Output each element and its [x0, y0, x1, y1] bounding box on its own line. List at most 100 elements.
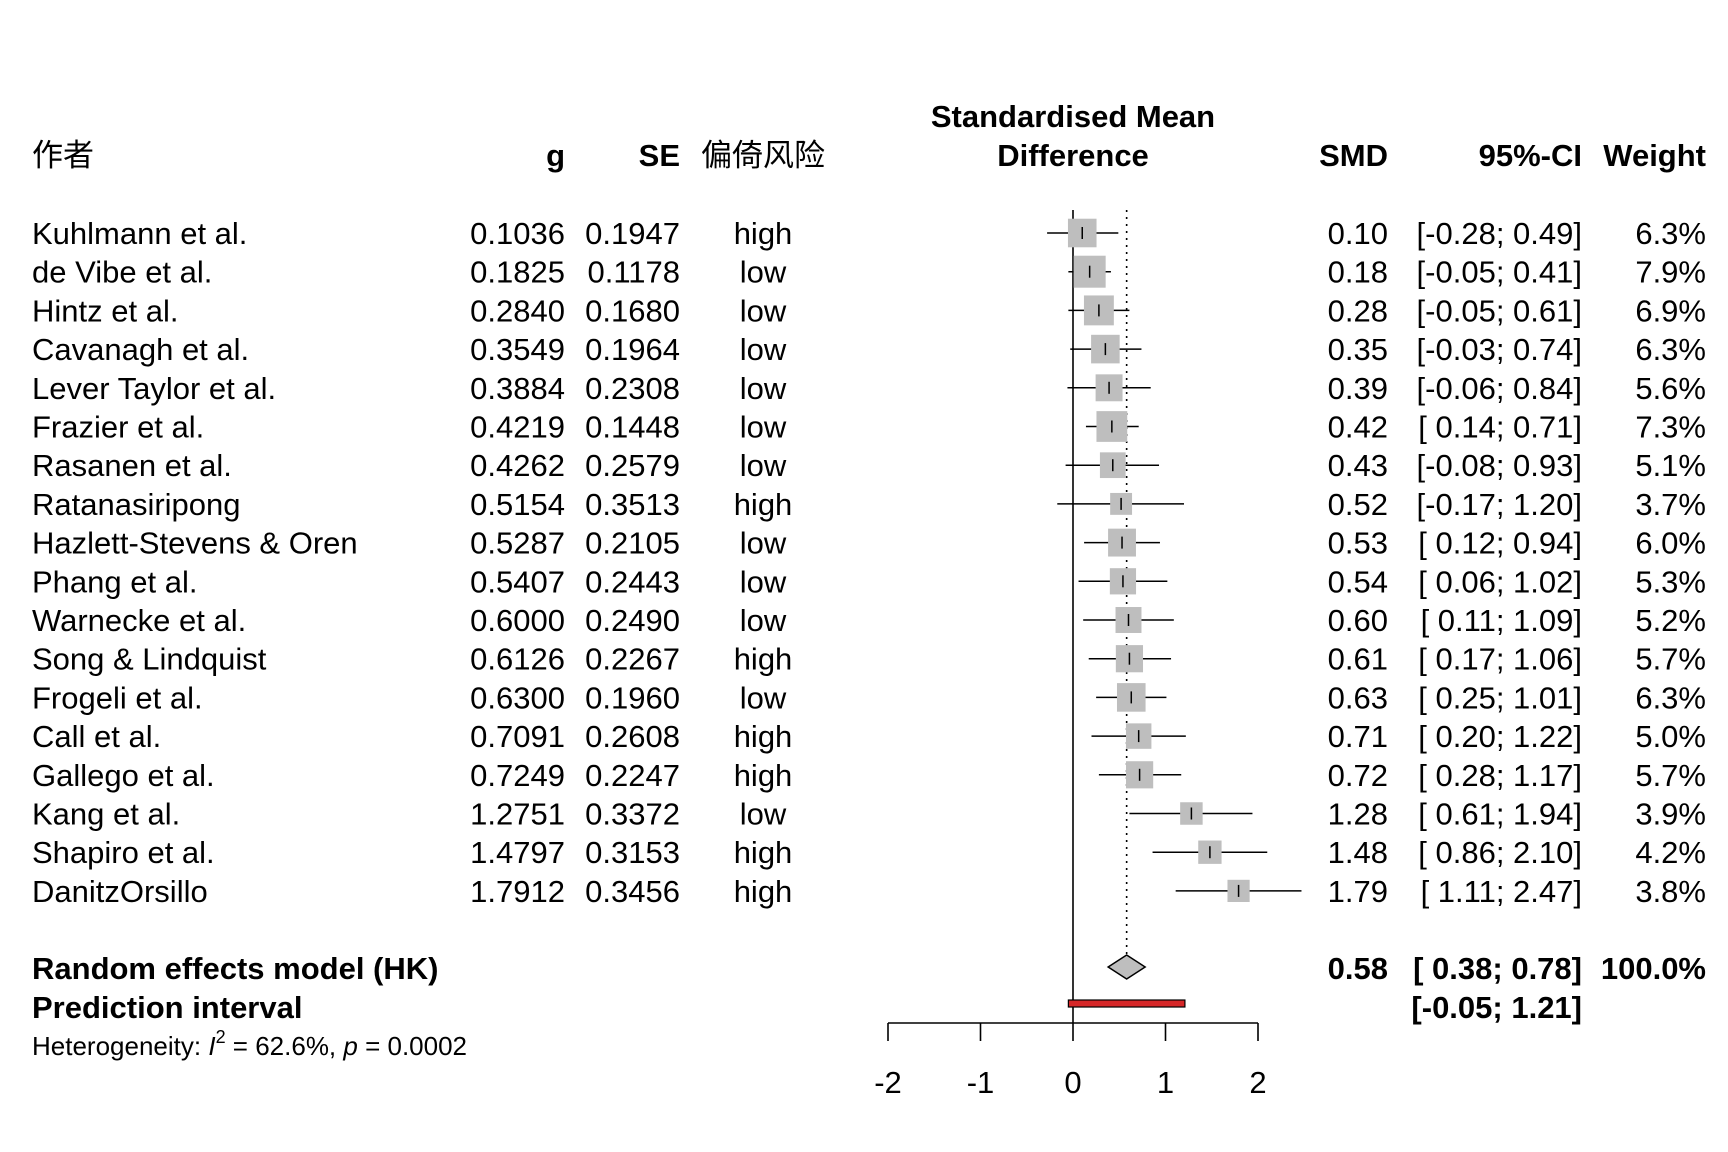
study-risk-of-bias: low: [740, 255, 787, 290]
study-risk-of-bias: low: [740, 680, 787, 715]
study-author: Lever Taylor et al.: [32, 371, 276, 406]
study-risk-of-bias: high: [734, 758, 793, 793]
study-author: Ratanasiripong: [32, 487, 241, 522]
study-risk-of-bias: low: [740, 526, 787, 561]
x-axis-tick-label: 2: [1249, 1065, 1266, 1100]
study-risk-of-bias: low: [740, 797, 787, 832]
prediction-interval-bar: [1067, 999, 1186, 1008]
study-g: 0.7091: [470, 719, 565, 754]
study-g: 0.1036: [470, 216, 565, 251]
study-ci: [-0.06; 0.84]: [1417, 371, 1582, 406]
random-effects-weight: 100.0%: [1601, 951, 1706, 986]
study-ci: [-0.05; 0.41]: [1417, 255, 1582, 290]
summary-rows: Random effects model (HK) 0.58 [ 0.38; 0…: [32, 951, 1706, 1061]
heterogeneity-i-symbol: I: [208, 1031, 215, 1061]
study-smd: 0.10: [1328, 216, 1388, 251]
header-ci: 95%-CI: [1479, 138, 1582, 173]
study-se: 0.2579: [585, 448, 680, 483]
study-se: 0.3456: [585, 874, 680, 909]
study-ci: [-0.05; 0.61]: [1417, 293, 1582, 328]
study-author: Hazlett-Stevens & Oren: [32, 526, 358, 561]
study-ci: [-0.08; 0.93]: [1417, 448, 1582, 483]
heterogeneity-i-superscript: 2: [216, 1027, 226, 1047]
random-effects-smd: 0.58: [1328, 951, 1388, 986]
study-g: 0.5407: [470, 564, 565, 599]
study-rows-text: Kuhlmann et al. 0.1036 0.1947 high 0.10 [-0.2…: [32, 216, 1706, 909]
study-ci: [ 0.14; 0.71]: [1418, 410, 1582, 445]
study-se: 0.1680: [585, 293, 680, 328]
study-se: 0.1964: [585, 332, 680, 367]
x-axis-tick-label: -1: [967, 1065, 995, 1100]
study-author: Song & Lindquist: [32, 642, 267, 677]
study-risk-of-bias: high: [734, 642, 793, 677]
study-author: Phang et al.: [32, 564, 197, 599]
study-ci: [ 0.17; 1.06]: [1418, 642, 1582, 677]
study-author: Kuhlmann et al.: [32, 216, 247, 251]
study-se: 0.3513: [585, 487, 680, 522]
study-weight: 6.3%: [1635, 680, 1706, 715]
study-ci: [ 0.61; 1.94]: [1418, 797, 1582, 832]
study-smd: 0.60: [1328, 603, 1388, 638]
study-g: 0.2840: [470, 293, 565, 328]
study-author: DanitzOrsillo: [32, 874, 208, 909]
study-smd: 0.35: [1328, 332, 1388, 367]
study-smd: 0.39: [1328, 371, 1388, 406]
study-ci: [-0.03; 0.74]: [1417, 332, 1582, 367]
study-se: 0.1947: [585, 216, 680, 251]
x-axis-tick-label: 0: [1064, 1065, 1081, 1100]
study-author: Call et al.: [32, 719, 161, 754]
study-se: 0.2443: [585, 564, 680, 599]
study-author: Cavanagh et al.: [32, 332, 249, 367]
study-weight: 4.2%: [1635, 835, 1706, 870]
study-g: 0.6000: [470, 603, 565, 638]
study-g: 0.3549: [470, 332, 565, 367]
study-smd: 0.61: [1328, 642, 1388, 677]
study-weight: 6.3%: [1635, 216, 1706, 251]
heterogeneity-i-value: = 62.6%,: [226, 1031, 344, 1061]
study-weight: 6.0%: [1635, 526, 1706, 561]
study-smd: 0.42: [1328, 410, 1388, 445]
study-se: 0.1960: [585, 680, 680, 715]
study-g: 0.4262: [470, 448, 565, 483]
study-risk-of-bias: high: [734, 874, 793, 909]
random-effects-ci: [ 0.38; 0.78]: [1413, 951, 1582, 986]
study-g: 0.5154: [470, 487, 565, 522]
study-marks: [1047, 218, 1302, 902]
study-se: 0.2490: [585, 603, 680, 638]
study-weight: 3.7%: [1635, 487, 1706, 522]
study-risk-of-bias: low: [740, 332, 787, 367]
study-smd: 0.43: [1328, 448, 1388, 483]
study-se: 0.1448: [585, 410, 680, 445]
study-smd: 0.28: [1328, 293, 1388, 328]
header-author: 作者: [32, 138, 94, 173]
header-plot-title-line2: Difference: [997, 138, 1149, 173]
study-ci: [ 0.25; 1.01]: [1418, 680, 1582, 715]
study-risk-of-bias: high: [734, 835, 793, 870]
study-g: 0.6300: [470, 680, 565, 715]
x-axis: -2 -1 0 1 2: [874, 1022, 1267, 1100]
study-ci: [ 0.06; 1.02]: [1418, 564, 1582, 599]
heterogeneity-text: Heterogeneity: I2 = 62.6%, p = 0.0002: [32, 1027, 467, 1061]
study-weight: 5.2%: [1635, 603, 1706, 638]
study-smd: 0.18: [1328, 255, 1388, 290]
study-ci: [ 0.86; 2.10]: [1418, 835, 1582, 870]
study-smd: 1.79: [1328, 874, 1388, 909]
study-weight: 5.0%: [1635, 719, 1706, 754]
header-plot-title-line1: Standardised Mean: [931, 99, 1215, 134]
study-smd: 0.52: [1328, 487, 1388, 522]
study-ci: [ 0.28; 1.17]: [1418, 758, 1582, 793]
study-se: 0.2247: [585, 758, 680, 793]
study-risk-of-bias: low: [740, 448, 787, 483]
study-author: Shapiro et al.: [32, 835, 215, 870]
study-se: 0.1178: [587, 255, 680, 290]
study-smd: 0.54: [1328, 564, 1388, 599]
study-risk-of-bias: low: [740, 371, 787, 406]
study-author: Kang et al.: [32, 797, 180, 832]
heterogeneity-p-value: = 0.0002: [358, 1031, 467, 1061]
study-smd: 0.53: [1328, 526, 1388, 561]
column-headers: 作者 g SE 偏倚风险 Standardised Mean Differenc…: [32, 99, 1706, 173]
study-smd: 0.72: [1328, 758, 1388, 793]
study-risk-of-bias: low: [740, 603, 787, 638]
heterogeneity-p-symbol: p: [342, 1031, 357, 1061]
header-smd: SMD: [1319, 138, 1388, 173]
